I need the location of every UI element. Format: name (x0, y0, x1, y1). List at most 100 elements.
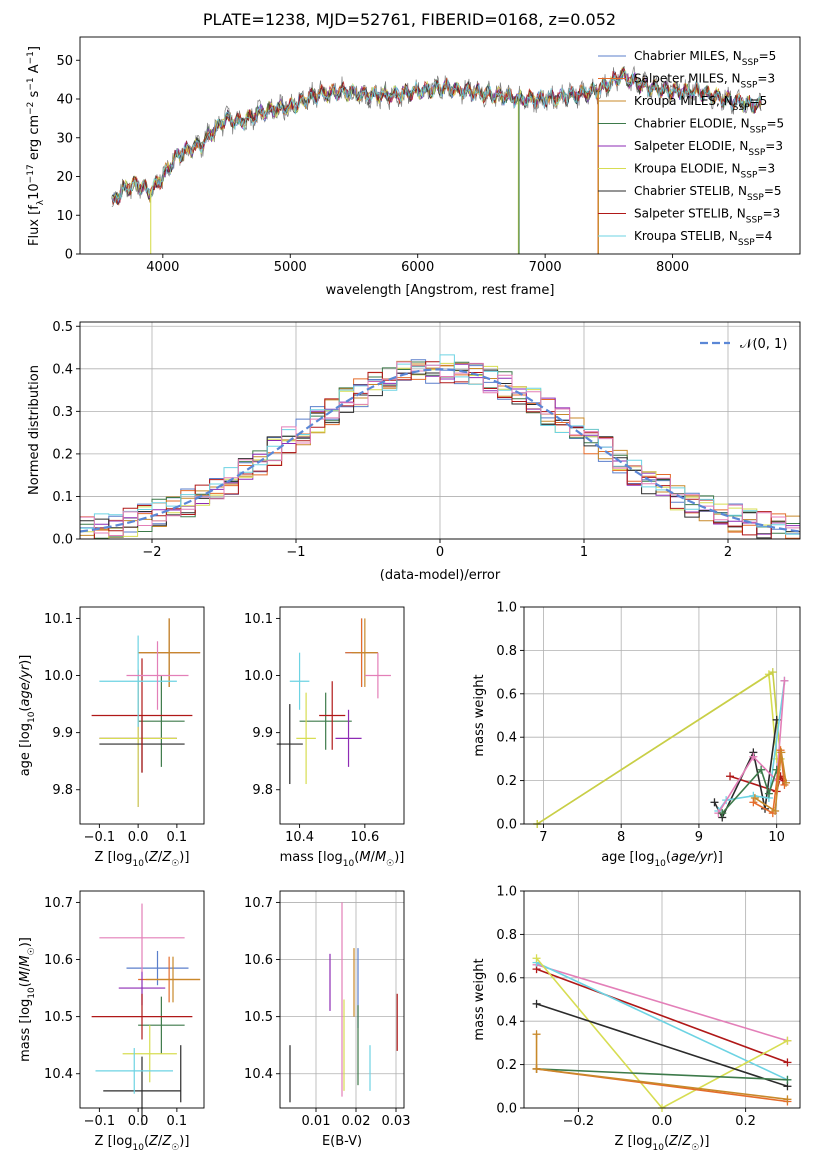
mass-z-tick-label-y: 10.5 (44, 1010, 73, 1025)
weight-line (721, 768, 778, 814)
axes-frame (79, 606, 205, 825)
age-z-tick-label-x: −0.1 (84, 830, 116, 845)
spectrum-tick-label-x: 6000 (401, 260, 434, 275)
weight-age-tick-label-x: 8 (617, 830, 625, 845)
weight-z-tick-label-y: 0.6 (496, 971, 517, 986)
legend-entry: Kroupa STELIB, NSSP=4 (634, 229, 772, 248)
age-mass-tick-label-x: 10.6 (350, 830, 379, 845)
age-z-tick-label-y: 9.8 (52, 783, 73, 798)
mass-z-x-label: Z [log10(Z/Z☉)] (95, 1134, 190, 1153)
mass-ebv-x-label: E(B-V) (322, 1134, 362, 1149)
model-spectrum-line (111, 68, 762, 205)
spectrum-tick-label-y: 40 (56, 93, 73, 108)
axes-frame (523, 890, 801, 1109)
axes-frame (79, 890, 205, 1109)
weight-line (536, 1068, 788, 1081)
spectrum-tick-label-y: 20 (56, 170, 73, 185)
weight-age-x-label: age [log10(age/yr)] (601, 850, 723, 869)
residuals-tick-label-y: 0.2 (52, 447, 73, 462)
histogram-series (80, 354, 800, 536)
weight-age-tick-label-y: 0.8 (496, 644, 517, 659)
weight-z-tick-label-y: 0.8 (496, 928, 517, 943)
mass-z-tick-label-y: 10.4 (44, 1067, 73, 1082)
weight-z-tick-label-y: 1.0 (496, 885, 517, 900)
age-z-tick-label-y: 10.0 (44, 669, 73, 684)
age-mass-tick-label-y: 9.8 (252, 783, 273, 798)
weight-z-tick-label-y: 0.2 (496, 1058, 517, 1073)
residuals-tick-label-x: 0 (436, 545, 444, 560)
spectrum-tick-label-x: 8000 (656, 260, 689, 275)
axes-frame (523, 606, 801, 825)
residuals-tick-label-x: −1 (286, 545, 305, 560)
weight-age-tick-label-x: 7 (539, 830, 547, 845)
weight-z-x-label: Z [log10(Z/Z☉)] (615, 1134, 710, 1153)
weight-z-tick-label-x: 0.0 (652, 1114, 673, 1129)
mass-z-axes: −0.1 0.0 0.1 10.4 10.5 10.6 10.7 Z [log10(Z/Z☉)… (18, 890, 205, 1153)
weight-line (536, 961, 788, 1081)
residuals-x-label: (data-model)/error (380, 568, 501, 583)
residuals-y-label: Normed distribution (27, 365, 42, 495)
axes-frame (279, 606, 405, 825)
age-mass-tick-label-y: 10.0 (244, 669, 273, 684)
spectrum-lines (111, 65, 763, 254)
residuals-tick-label-y: 0.5 (52, 320, 73, 335)
age-z-axes: −0.1 0.0 0.1 9.8 9.9 10.0 10.1 Z [log10(Z/Z☉)] a… (18, 606, 205, 869)
weight-age-tick-label-y: 0.2 (496, 774, 517, 789)
spectrum-tick-label-x: 4000 (146, 260, 179, 275)
weight-z-tick-label-x: 0.2 (735, 1114, 756, 1129)
mass-z-tick-label-x: −0.1 (84, 1114, 116, 1129)
weight-age-tick-label-y: 0.0 (496, 818, 517, 833)
mass-ebv-tick-label-x: 0.01 (302, 1114, 331, 1129)
legend-entry: Salpeter STELIB, NSSP=3 (634, 207, 780, 226)
age-z-y-label: age [log10(age/yr)] (18, 655, 37, 777)
age-z-points (91, 618, 201, 807)
mass-ebv-tick-label-y: 10.7 (244, 896, 273, 911)
spectrum-tick-label-x: 7000 (529, 260, 562, 275)
legend-entry: Salpeter ELODIE, NSSP=3 (634, 139, 783, 158)
weight-z-series (532, 954, 792, 1112)
mass-z-y-label: mass [log10(M/M☉)] (18, 937, 37, 1062)
weight-z-y-label: mass weight (472, 958, 487, 1040)
residuals-tick-label-y: 0.3 (52, 405, 73, 420)
legend-entry: Chabrier STELIB, NSSP=5 (634, 184, 782, 203)
age-z-tick-label-x: 0.1 (167, 830, 188, 845)
age-mass-tick-label-x: 10.4 (285, 830, 314, 845)
residuals-tick-label-x: 2 (724, 545, 732, 560)
weight-age-tick-label-y: 0.6 (496, 687, 517, 702)
age-z-x-label: Z [log10(Z/Z☉)] (95, 850, 190, 869)
axes-frame (279, 890, 405, 1109)
residuals-tick-label-x: 1 (580, 545, 588, 560)
mass-z-tick-label-y: 10.6 (44, 953, 73, 968)
legend-entry: Salpeter MILES, NSSP=3 (634, 72, 775, 91)
weight-z-tick-label-y: 0.0 (496, 1102, 517, 1117)
spectrum-axes: 4000 5000 6000 7000 8000 0 10 20 30 40 50 wavelengt… (26, 36, 801, 298)
legend-entry: Chabrier ELODIE, NSSP=5 (634, 117, 784, 136)
mass-z-tick-label-y: 10.7 (44, 896, 73, 911)
age-z-tick-label-y: 10.1 (44, 612, 73, 627)
model-spectrum-line (111, 70, 762, 203)
weight-z-axes: −0.2 0.0 0.2 0.0 0.2 0.4 0.6 0.8 1.0 Z [log10(Z/Z… (472, 885, 801, 1153)
axes-frame (79, 321, 801, 540)
spectrum-tick-label-y: 0 (65, 248, 73, 263)
weight-age-tick-label-x: 10 (768, 830, 785, 845)
residuals-tick-label-y: 0.0 (52, 533, 73, 548)
mass-ebv-tick-label-x: 0.02 (342, 1114, 371, 1129)
age-mass-x-label: mass [log10(M/M☉)] (280, 850, 405, 869)
weight-line (536, 968, 788, 1064)
age-mass-tick-label-y: 9.9 (252, 726, 273, 741)
histogram-series (80, 361, 800, 539)
mass-z-tick-label-x: 0.0 (128, 1114, 149, 1129)
spectrum-tick-label-y: 30 (56, 131, 73, 146)
mass-ebv-tick-label-y: 10.5 (244, 1010, 273, 1025)
spectrum-x-label: wavelength [Angstrom, rest frame] (326, 283, 555, 298)
residuals-axes: −2 −1 0 1 2 0.0 0.1 0.2 0.3 0.4 0.5 (data-model)/er… (27, 320, 801, 583)
spectrum-tick-label-y: 50 (56, 54, 73, 69)
mass-ebv-tick-label-x: 0.03 (382, 1114, 411, 1129)
mass-z-points (91, 903, 201, 1126)
mass-ebv-tick-label-y: 10.4 (244, 1067, 273, 1082)
weight-line (717, 680, 786, 814)
age-mass-axes: 10.4 10.6 9.8 9.9 10.0 10.1 mass [log10(M/M☉)] (244, 606, 405, 869)
age-z-tick-label-y: 9.9 (52, 726, 73, 741)
weight-age-series (533, 668, 791, 828)
normal-reference-curve (80, 368, 800, 533)
